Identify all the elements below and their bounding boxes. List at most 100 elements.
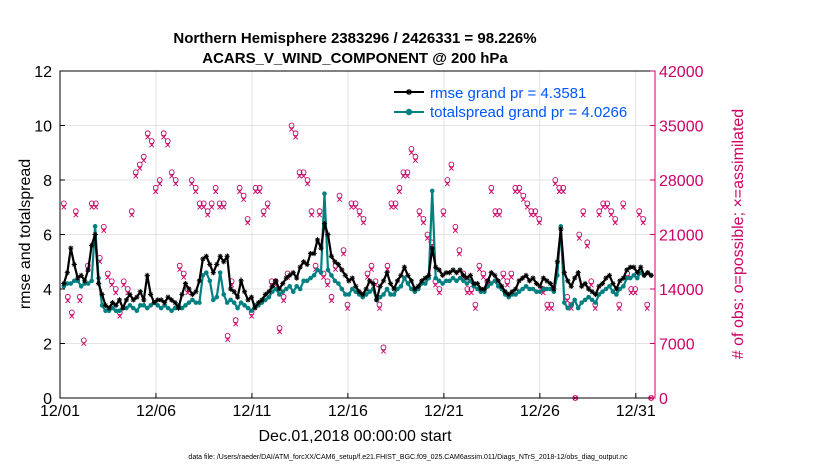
- left-axis-ticks: 0 2 4 6 8 10 12: [34, 64, 65, 408]
- obs-possible-point: [552, 177, 559, 183]
- rmse-point: [297, 264, 303, 270]
- star-stroke: [374, 297, 379, 303]
- rmse-point: [294, 275, 300, 281]
- rmse-point: [558, 226, 564, 232]
- x-marker-stroke: [221, 204, 227, 210]
- x-marker-stroke: [436, 290, 442, 296]
- star-stroke: [478, 286, 484, 292]
- rmse-point: [134, 294, 140, 300]
- obs-assimilated-point: [89, 204, 95, 210]
- x-marker-stroke: [157, 181, 163, 187]
- star-stroke: [635, 270, 640, 275]
- totalspread-point: [520, 286, 525, 292]
- star-stroke: [263, 292, 268, 297]
- totalspread-point: [568, 303, 574, 308]
- rmse-point: [509, 289, 515, 295]
- totalspread-point: [65, 281, 70, 286]
- obs-possible-point: [276, 325, 283, 331]
- rmse-markers: [61, 221, 654, 311]
- totalspread-point: [495, 283, 501, 289]
- totalspread-point: [614, 292, 619, 297]
- obs-possible-point: [412, 153, 419, 160]
- totalspread-point: [631, 273, 637, 278]
- x-marker-stroke: [93, 204, 99, 210]
- obs-assimilated-point: [281, 298, 287, 304]
- totalspread-point: [217, 270, 223, 275]
- x-marker-stroke: [472, 305, 478, 311]
- rmse-point: [586, 286, 592, 292]
- totalspread-point: [117, 308, 122, 314]
- rmse-point: [248, 294, 255, 300]
- obs-assimilated-point: [133, 173, 139, 179]
- x-marker-stroke: [241, 196, 247, 202]
- star-stroke: [377, 284, 383, 289]
- obs-possible-point: [400, 169, 407, 176]
- obs-assimilated-point: [608, 212, 614, 218]
- obs-possible-point: [580, 208, 587, 214]
- obs-possible-point: [600, 200, 607, 207]
- obs-possible-point: [468, 286, 475, 292]
- totalspread-point: [266, 294, 272, 300]
- rmse-point: [262, 291, 269, 298]
- rmse-point: [158, 297, 164, 303]
- star-stroke: [165, 295, 171, 300]
- obs-possible-point: [148, 138, 155, 144]
- star-stroke: [464, 275, 470, 281]
- totalspread-point: [346, 292, 352, 297]
- x-marker-stroke: [169, 173, 175, 179]
- obs-assimilated-point: [325, 282, 331, 288]
- star-stroke: [565, 278, 570, 283]
- x-marker-stroke: [536, 220, 542, 226]
- obs-assimilated-point: [400, 173, 406, 179]
- x-marker-stroke: [464, 290, 470, 296]
- rmse-point: [641, 272, 647, 278]
- star-stroke: [273, 278, 279, 283]
- rmse-point: [450, 267, 456, 273]
- rmse-point: [335, 261, 341, 268]
- rmse-point: [301, 259, 307, 265]
- x-marker-stroke: [257, 189, 263, 195]
- rmse-point: [561, 270, 567, 276]
- star-stroke: [280, 281, 285, 286]
- rmse-point: [610, 280, 616, 287]
- obs-possible-point: [224, 332, 231, 339]
- rmse-point: [241, 289, 248, 295]
- rmse-point: [513, 286, 519, 292]
- star-stroke: [113, 303, 119, 308]
- star-stroke: [624, 267, 630, 273]
- star-stroke: [406, 89, 412, 95]
- obs-possible-point: [264, 200, 271, 207]
- x-marker-stroke: [305, 181, 311, 187]
- star-stroke: [145, 273, 150, 278]
- x-marker-stroke: [552, 181, 558, 187]
- star-stroke: [343, 273, 348, 278]
- obs-possible-point: [476, 262, 483, 269]
- right-tick-label: 0: [659, 391, 668, 408]
- obs-possible-point: [360, 216, 367, 222]
- obs-assimilated-point: [496, 212, 502, 218]
- totalspread-point: [68, 281, 74, 286]
- star-stroke: [329, 254, 334, 259]
- star-stroke: [617, 278, 623, 283]
- rmse-point: [377, 283, 383, 289]
- obs-possible-point: [244, 216, 251, 222]
- rmse-point: [485, 278, 491, 284]
- left-tick-label: 2: [43, 337, 52, 354]
- star-stroke: [183, 281, 188, 286]
- x-marker-stroke: [404, 173, 410, 179]
- obs-possible-point: [620, 200, 627, 207]
- obs-assimilated-point: [636, 212, 642, 218]
- obs-assimilated-point: [197, 204, 203, 210]
- obs-possible-point: [364, 270, 371, 277]
- totalspread-point: [134, 308, 140, 314]
- series-layer: [60, 122, 655, 401]
- x-marker-stroke: [548, 305, 554, 311]
- totalspread-point: [99, 303, 105, 308]
- obs-possible-point: [448, 161, 455, 168]
- totalspread-point: [388, 292, 393, 297]
- x-marker-stroke: [153, 189, 159, 195]
- obs-possible-point: [124, 286, 131, 292]
- rmse-point: [224, 253, 230, 259]
- x-marker-stroke: [133, 173, 139, 179]
- star-stroke: [569, 284, 574, 289]
